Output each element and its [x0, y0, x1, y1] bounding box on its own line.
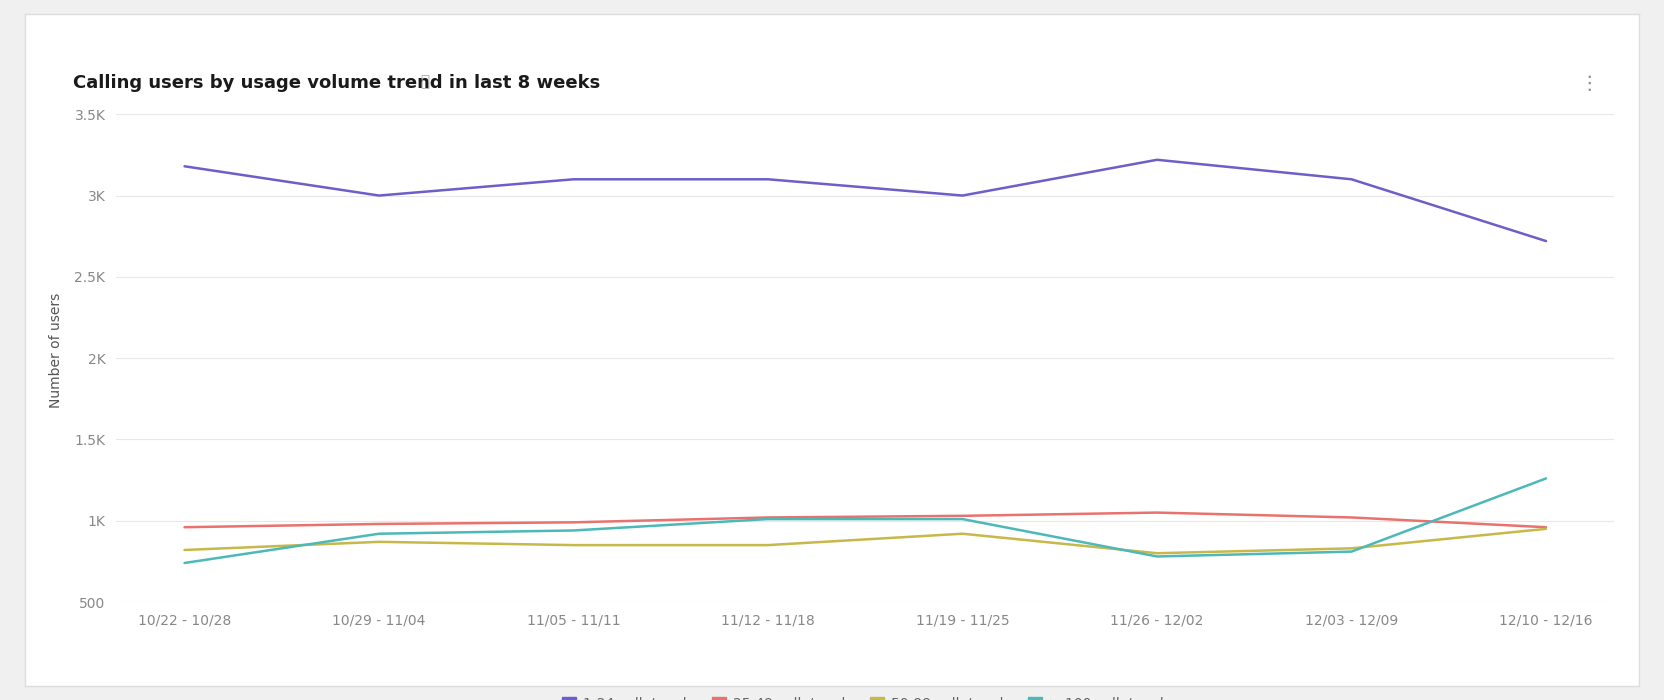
50-99 calls/week [564, 541, 584, 550]
50-99 calls/week [952, 529, 972, 538]
Legend: 1-24 calls/week, 25-49 calls/week, 50-99 calls/week, > 100 calls/week: 1-24 calls/week, 25-49 calls/week, 50-99… [556, 690, 1175, 700]
25-49 calls/week [1341, 513, 1361, 522]
50-99 calls/week [369, 538, 389, 546]
> 100 calls/week [759, 515, 779, 524]
1-24 calls/week [564, 175, 584, 183]
Text: ⓘ: ⓘ [421, 74, 429, 90]
1-24 calls/week [1536, 237, 1556, 245]
Line: > 100 calls/week: > 100 calls/week [185, 478, 1546, 563]
1-24 calls/week [1341, 175, 1361, 183]
50-99 calls/week [1146, 549, 1166, 557]
1-24 calls/week [369, 191, 389, 200]
25-49 calls/week [759, 513, 779, 522]
Line: 1-24 calls/week: 1-24 calls/week [185, 160, 1546, 241]
> 100 calls/week [952, 515, 972, 524]
1-24 calls/week [952, 191, 972, 200]
Text: ⋮: ⋮ [1579, 74, 1599, 94]
Y-axis label: Number of users: Number of users [50, 293, 63, 407]
1-24 calls/week [759, 175, 779, 183]
> 100 calls/week [175, 559, 195, 567]
50-99 calls/week [759, 541, 779, 550]
25-49 calls/week [1146, 508, 1166, 517]
1-24 calls/week [175, 162, 195, 171]
50-99 calls/week [1341, 544, 1361, 552]
> 100 calls/week [564, 526, 584, 535]
25-49 calls/week [369, 520, 389, 528]
> 100 calls/week [369, 529, 389, 538]
> 100 calls/week [1536, 474, 1556, 482]
50-99 calls/week [1536, 524, 1556, 533]
Text: Calling users by usage volume trend in last 8 weeks: Calling users by usage volume trend in l… [73, 74, 601, 92]
25-49 calls/week [564, 518, 584, 526]
> 100 calls/week [1146, 552, 1166, 561]
Line: 50-99 calls/week: 50-99 calls/week [185, 528, 1546, 553]
50-99 calls/week [175, 546, 195, 554]
25-49 calls/week [1536, 523, 1556, 531]
1-24 calls/week [1146, 155, 1166, 164]
25-49 calls/week [952, 512, 972, 520]
> 100 calls/week [1341, 547, 1361, 556]
25-49 calls/week [175, 523, 195, 531]
Line: 25-49 calls/week: 25-49 calls/week [185, 512, 1546, 527]
